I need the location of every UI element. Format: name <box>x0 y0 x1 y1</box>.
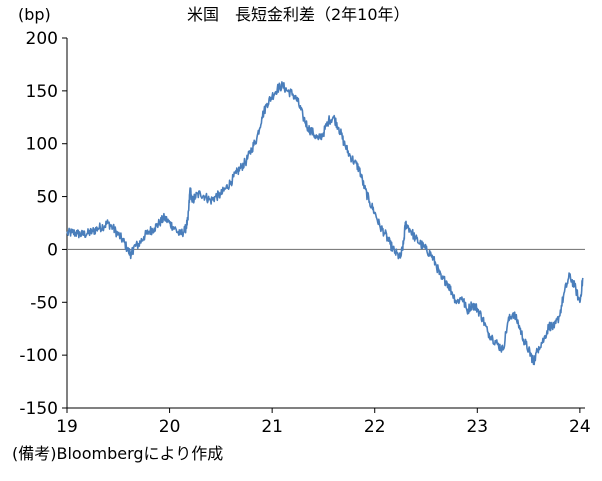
x-tick-label: 19 <box>56 417 78 437</box>
series-line <box>66 81 584 366</box>
y-tick-label: 100 <box>26 135 58 155</box>
x-tick-label: 24 <box>569 417 591 437</box>
y-tick-label: -150 <box>19 399 58 419</box>
y-tick-label: 150 <box>26 82 58 102</box>
y-tick-label: -100 <box>19 346 58 366</box>
source-note: (備考)Bloombergにより作成 <box>12 444 223 463</box>
y-tick-label: 200 <box>26 29 58 49</box>
y-tick-label: 0 <box>47 240 58 260</box>
y-axis-ticks: 200 150 100 50 0 -50 -100 -150 <box>19 29 67 419</box>
x-tick-label: 23 <box>466 417 488 437</box>
y-tick-label: -50 <box>30 293 58 313</box>
chart-title: 米国 長短金利差（2年10年） <box>187 5 410 24</box>
x-axis-ticks: 19 20 21 22 23 24 <box>56 408 591 437</box>
x-tick-label: 20 <box>159 417 181 437</box>
x-tick-label: 22 <box>364 417 386 437</box>
y-axis-unit-label: (bp) <box>18 5 51 24</box>
series-group <box>66 81 584 366</box>
y-tick-label: 50 <box>36 188 58 208</box>
x-tick-label: 21 <box>261 417 283 437</box>
